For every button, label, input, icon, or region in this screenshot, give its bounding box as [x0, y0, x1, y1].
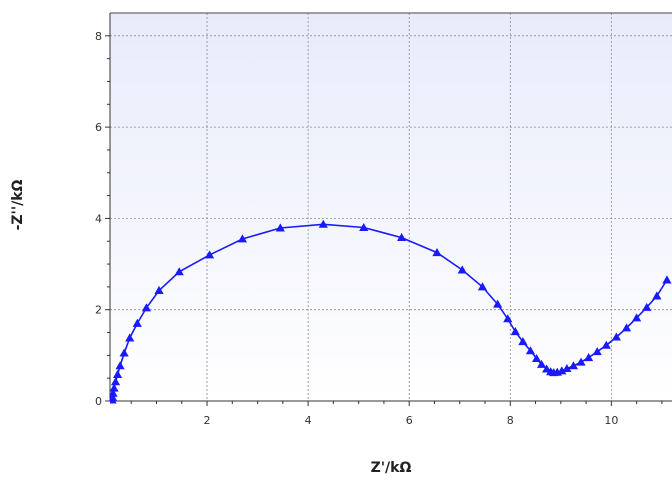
- x-tick-label: 6: [406, 414, 413, 427]
- data-point: [125, 333, 135, 342]
- axes: [105, 12, 672, 406]
- data-point: [537, 359, 547, 368]
- data-point: [652, 291, 662, 300]
- y-tick-label: 0: [95, 395, 102, 408]
- x-axis-title: Z'/kΩ: [371, 460, 412, 476]
- data-point: [557, 366, 567, 375]
- tick-labels: 0 2 4 6 8 2 4 6 8 10: [95, 30, 618, 427]
- data-point: [237, 234, 248, 243]
- y-axis-title: -Z''/kΩ: [10, 179, 26, 230]
- data-point: [397, 232, 407, 242]
- plot-area: [110, 13, 672, 401]
- grid-lines: [110, 13, 672, 401]
- data-point: [662, 275, 672, 284]
- data-point: [493, 299, 503, 308]
- data-point: [275, 223, 285, 232]
- x-tick-label: 4: [305, 414, 312, 427]
- data-point: [611, 332, 622, 341]
- data-point: [562, 363, 572, 373]
- y-tick-label: 8: [95, 30, 102, 43]
- data-point: [457, 265, 467, 274]
- data-point: [510, 327, 520, 336]
- data-point: [568, 361, 579, 370]
- y-tick-label: 6: [95, 121, 102, 134]
- data-point: [110, 383, 119, 392]
- data-point: [632, 313, 642, 322]
- data-point: [119, 348, 129, 357]
- data-point: [576, 357, 586, 366]
- data-point: [359, 222, 369, 231]
- data-point: [525, 346, 536, 355]
- data-point: [112, 369, 123, 378]
- data-point: [318, 219, 328, 228]
- data-point: [154, 285, 164, 294]
- data-point: [531, 353, 542, 362]
- data-point: [110, 377, 121, 386]
- x-tick-label: 2: [204, 414, 211, 427]
- data-point: [601, 340, 611, 349]
- data-point: [584, 353, 594, 362]
- x-tick-label: 10: [604, 414, 618, 427]
- y-tick-label: 2: [95, 304, 102, 317]
- data-point: [642, 302, 652, 311]
- data-point: [477, 282, 488, 291]
- data-point: [518, 337, 528, 346]
- data-point: [621, 323, 632, 332]
- y-tick-label: 4: [95, 212, 102, 225]
- x-tick-label: 8: [507, 414, 514, 427]
- data-point: [503, 314, 513, 323]
- data-point: [432, 248, 442, 257]
- data-point: [174, 267, 184, 276]
- series-layer: [110, 219, 672, 404]
- data-point: [132, 318, 142, 327]
- data-point: [204, 250, 215, 259]
- data-point: [141, 303, 151, 312]
- data-point: [592, 347, 602, 356]
- data-point: [115, 361, 125, 370]
